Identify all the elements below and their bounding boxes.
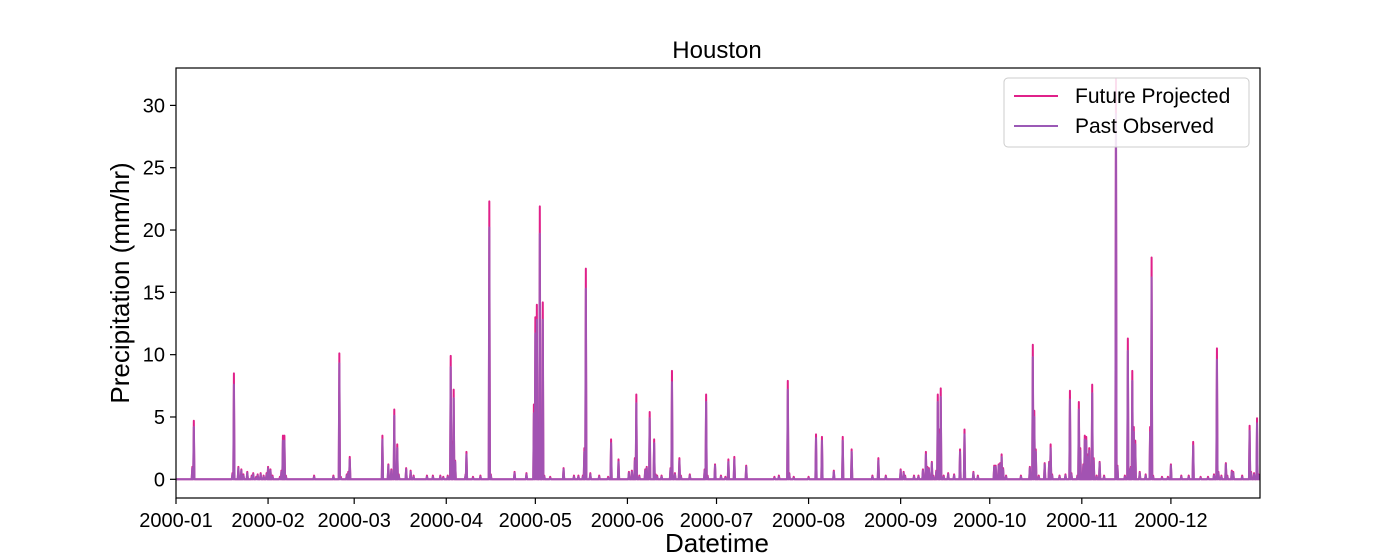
- plot-area: [175, 67, 1261, 499]
- x-tick-label: 2000-02: [231, 510, 304, 532]
- x-axis: 2000-01 2000-02 2000-03 2000-04 2000-05 2000-…: [139, 498, 1208, 532]
- y-tick-label: 5: [154, 407, 165, 429]
- x-tick-label: 2000-08: [772, 510, 845, 532]
- x-axis-title: Datetime: [665, 528, 769, 558]
- y-tick-label: 15: [143, 282, 165, 304]
- legend-label-past-observed: Past Observed: [1075, 115, 1214, 138]
- legend-box: [1003, 77, 1250, 148]
- series-group: [176, 78, 1260, 481]
- y-tick-label: 25: [143, 158, 165, 180]
- legend-label-future-projected: Future Projected: [1075, 85, 1230, 108]
- x-tick-label: 2000-03: [317, 510, 390, 532]
- x-tick-label: 2000-05: [499, 510, 572, 532]
- y-axis: 0 5 10 15 20 25 30: [143, 95, 176, 491]
- x-tick-label: 2000-06: [591, 510, 664, 532]
- x-tick-label: 2000-12: [1134, 510, 1207, 532]
- y-axis-title: Precipitation (mm/hr): [105, 162, 135, 403]
- y-tick-label: 20: [143, 220, 165, 242]
- plot-frame: [175, 67, 1261, 499]
- y-tick-label: 10: [143, 345, 165, 367]
- x-tick-label: 2000-09: [864, 510, 937, 532]
- x-tick-label: 2000-04: [410, 510, 483, 532]
- y-tick-label: 30: [143, 95, 165, 117]
- x-tick-label: 2000-07: [680, 510, 753, 532]
- y-tick-label: 0: [154, 469, 165, 491]
- x-tick-label: 2000-10: [953, 510, 1026, 532]
- x-tick-label: 2000-11: [1046, 510, 1118, 532]
- chart-title: Houston: [672, 37, 761, 64]
- series-line-past-observed: [176, 113, 1260, 481]
- legend: Future Projected Past Observed: [1003, 77, 1250, 148]
- x-tick-label: 2000-01: [139, 510, 212, 532]
